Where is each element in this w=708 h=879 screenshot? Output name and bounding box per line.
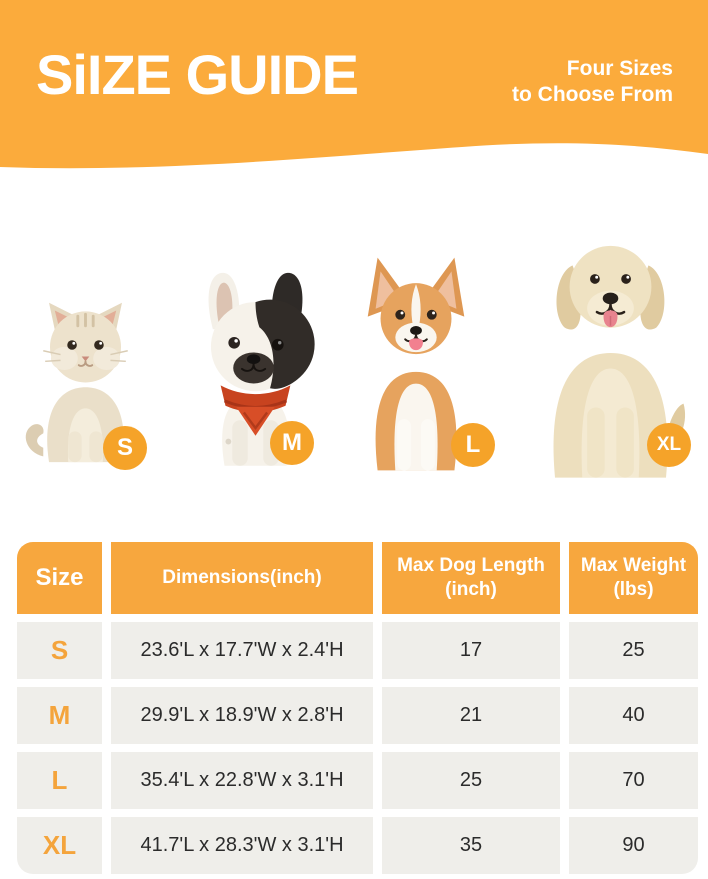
pet-golden-retriever bbox=[518, 222, 703, 480]
size-badge-s: S bbox=[103, 426, 147, 470]
pet-french-bulldog bbox=[178, 265, 333, 468]
french-bulldog-illustration bbox=[208, 272, 315, 466]
golden-retriever-illustration bbox=[553, 245, 686, 478]
row-l-max-dog-length: 25 bbox=[382, 752, 560, 809]
corgi-illustration bbox=[367, 257, 465, 471]
size-badge-xl: XL bbox=[647, 423, 691, 467]
page-title: SiIZE GUIDE bbox=[36, 43, 359, 106]
hero-wave-background bbox=[0, 0, 708, 169]
row-m-dimensions: 29.9'L x 18.9'W x 2.8'H bbox=[111, 687, 373, 744]
pet-cat bbox=[18, 297, 153, 465]
page-subtitle: Four Sizes to Choose From bbox=[512, 56, 673, 108]
col-header-max-dog-length: Max Dog Length (inch) bbox=[382, 542, 560, 614]
size-badge-l: L bbox=[451, 423, 495, 467]
col-header-max-weight: Max Weight (lbs) bbox=[569, 542, 698, 614]
row-s-size: S bbox=[17, 622, 102, 679]
row-l-max-weight: 70 bbox=[569, 752, 698, 809]
col-header-dimensions-label: Dimensions(inch) bbox=[162, 567, 322, 588]
col-header-max-dog-length-line1: Max Dog Length bbox=[397, 555, 545, 576]
size-badge-m: M bbox=[270, 421, 314, 465]
row-s-max-weight: 25 bbox=[569, 622, 698, 679]
row-xl-size: XL bbox=[17, 817, 102, 874]
row-m-size: M bbox=[17, 687, 102, 744]
size-table: Size Dimensions(inch) Max Dog Length (in… bbox=[17, 542, 698, 874]
row-s-dimensions: 23.6'L x 17.7'W x 2.4'H bbox=[111, 622, 373, 679]
subtitle-line-2: to Choose From bbox=[512, 83, 673, 106]
subtitle-line-1: Four Sizes bbox=[566, 57, 673, 80]
col-header-max-weight-line2: (lbs) bbox=[613, 579, 654, 600]
row-l-size: L bbox=[17, 752, 102, 809]
col-header-size-label: Size bbox=[35, 564, 84, 591]
col-header-dimensions: Dimensions(inch) bbox=[111, 542, 373, 614]
row-xl-max-dog-length: 35 bbox=[382, 817, 560, 874]
hero-banner: SiIZE GUIDE Four Sizes to Choose From bbox=[0, 0, 708, 178]
col-header-size: Size bbox=[17, 542, 102, 614]
cat-illustration bbox=[25, 302, 128, 463]
pet-corgi bbox=[350, 252, 483, 472]
row-s-max-dog-length: 17 bbox=[382, 622, 560, 679]
col-header-max-weight-line1: Max Weight bbox=[580, 555, 687, 576]
row-m-max-weight: 40 bbox=[569, 687, 698, 744]
row-xl-dimensions: 41.7'L x 28.3'W x 3.1'H bbox=[111, 817, 373, 874]
col-header-max-dog-length-line2: (inch) bbox=[445, 579, 497, 600]
row-m-max-dog-length: 21 bbox=[382, 687, 560, 744]
row-l-dimensions: 35.4'L x 22.8'W x 3.1'H bbox=[111, 752, 373, 809]
row-xl-max-weight: 90 bbox=[569, 817, 698, 874]
